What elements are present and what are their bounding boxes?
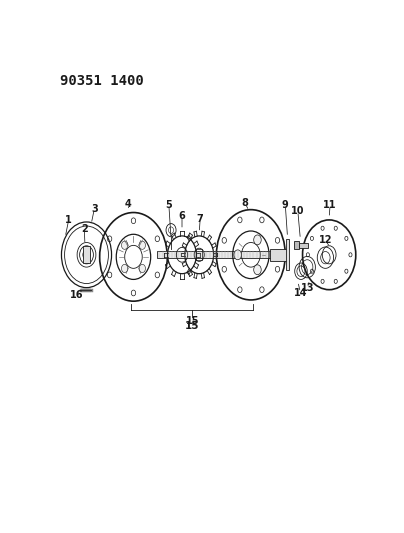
Text: 90351 1400: 90351 1400 [60, 74, 144, 88]
Bar [270, 248, 287, 261]
Text: 16: 16 [70, 290, 83, 300]
Text: 10: 10 [291, 206, 305, 216]
Bar [196, 249, 202, 260]
Circle shape [234, 250, 242, 260]
Bar [157, 251, 288, 259]
Text: 12: 12 [319, 236, 332, 245]
Bar [299, 243, 308, 248]
Text: 3: 3 [91, 204, 98, 214]
Text: 2: 2 [81, 224, 88, 235]
Bar [286, 239, 289, 270]
Circle shape [254, 235, 261, 245]
Text: 15: 15 [185, 321, 200, 332]
Circle shape [122, 264, 128, 272]
Text: 4: 4 [125, 199, 132, 209]
Circle shape [139, 264, 145, 272]
Text: 11: 11 [323, 200, 337, 209]
Text: 14: 14 [294, 288, 307, 297]
Text: 1: 1 [65, 215, 72, 225]
Text: 5: 5 [166, 200, 172, 209]
Text: 13: 13 [301, 283, 314, 293]
Text: 9: 9 [282, 200, 289, 210]
Circle shape [254, 265, 261, 274]
Circle shape [139, 241, 145, 249]
Text: 15: 15 [185, 316, 199, 326]
Text: 7: 7 [197, 214, 204, 224]
Bar [295, 241, 299, 249]
Bar [83, 246, 90, 263]
Text: 8: 8 [242, 198, 249, 208]
Circle shape [122, 241, 128, 249]
Text: 6: 6 [179, 211, 185, 221]
